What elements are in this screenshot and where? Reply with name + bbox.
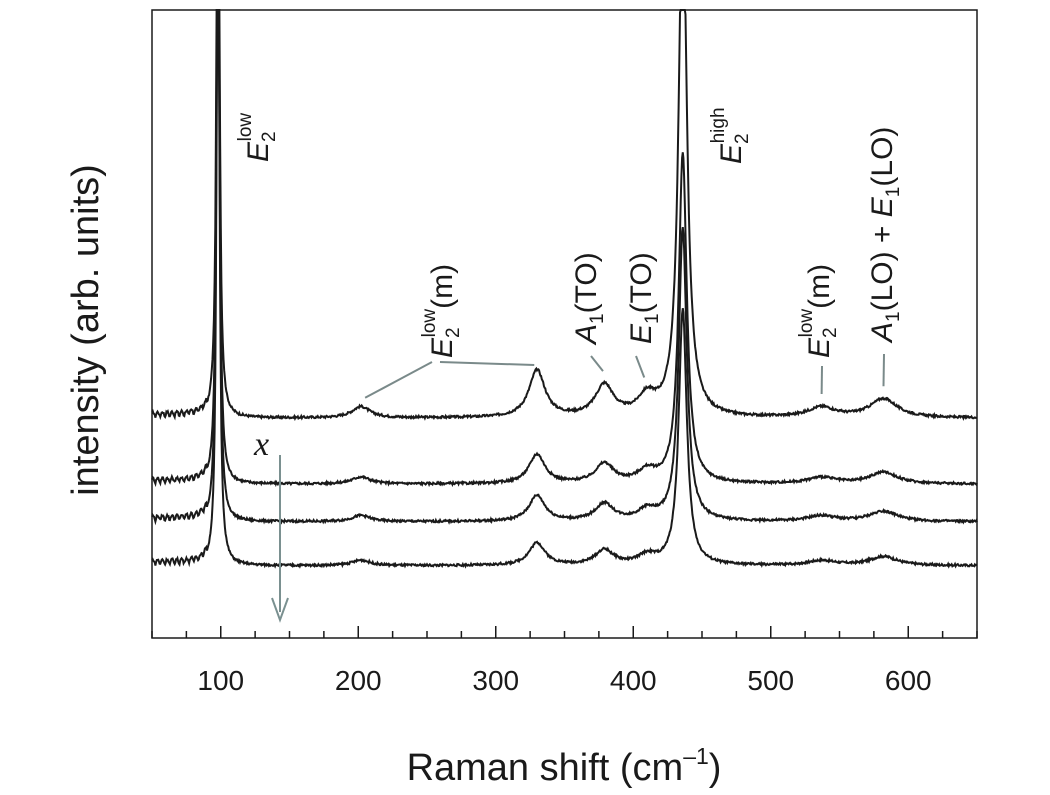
leader-e2-low-m-330 <box>439 361 535 367</box>
x-tick-label: 300 <box>472 665 519 696</box>
label-a1-e1-lo: A1(LO) + E1(LO) <box>866 127 904 344</box>
x-tick-label: 400 <box>610 665 657 696</box>
series-variable-label: x <box>253 426 269 463</box>
series-line-1 <box>151 9 977 422</box>
label-e2-high: E2high <box>708 107 753 164</box>
leader-e2-low-m-202 <box>364 361 433 399</box>
x-tick-label: 200 <box>335 665 382 696</box>
plot-frame <box>151 9 978 639</box>
series-line-2 <box>151 9 978 488</box>
leader-a1-to <box>590 355 604 372</box>
spectra <box>151 9 978 569</box>
x-axis-tick-labels: 100 200 300 400 500 600 <box>197 665 931 696</box>
x-axis-title: Raman shift (cm–1) <box>407 743 722 789</box>
series-arrow-head <box>271 597 289 623</box>
label-a1-to: A1(TO) <box>570 252 608 346</box>
leader-a1-e1-lo <box>882 353 885 387</box>
x-tick-label: 500 <box>747 665 794 696</box>
label-e1-to: E1(TO) <box>625 252 663 344</box>
series-line-3 <box>151 9 978 526</box>
label-e2-low: E2low <box>235 113 280 162</box>
annotation-lines <box>364 353 885 399</box>
x-axis-ticks <box>151 626 978 638</box>
label-e2-low-m-left: E2low(m) <box>419 264 464 358</box>
y-axis-title: intensity (arb. units) <box>65 164 107 496</box>
x-tick-label: 100 <box>197 665 244 696</box>
series-line-4 <box>151 9 978 569</box>
label-e2-low-m-right: E2low(m) <box>796 264 841 358</box>
x-tick-label: 600 <box>885 665 932 696</box>
leader-e1-to <box>635 355 646 378</box>
